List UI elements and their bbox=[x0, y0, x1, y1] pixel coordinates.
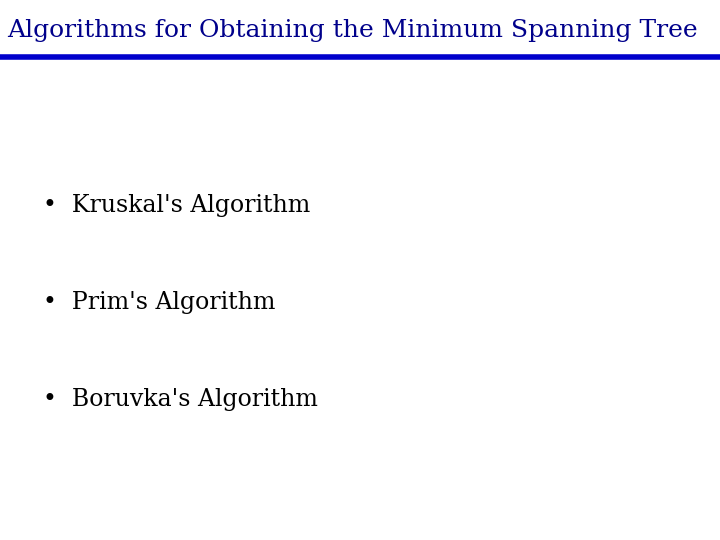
Text: •  Boruvka's Algorithm: • Boruvka's Algorithm bbox=[43, 388, 318, 411]
Text: •  Prim's Algorithm: • Prim's Algorithm bbox=[43, 291, 276, 314]
Text: Algorithms for Obtaining the Minimum Spanning Tree: Algorithms for Obtaining the Minimum Spa… bbox=[7, 19, 698, 42]
Text: •  Kruskal's Algorithm: • Kruskal's Algorithm bbox=[43, 194, 310, 217]
